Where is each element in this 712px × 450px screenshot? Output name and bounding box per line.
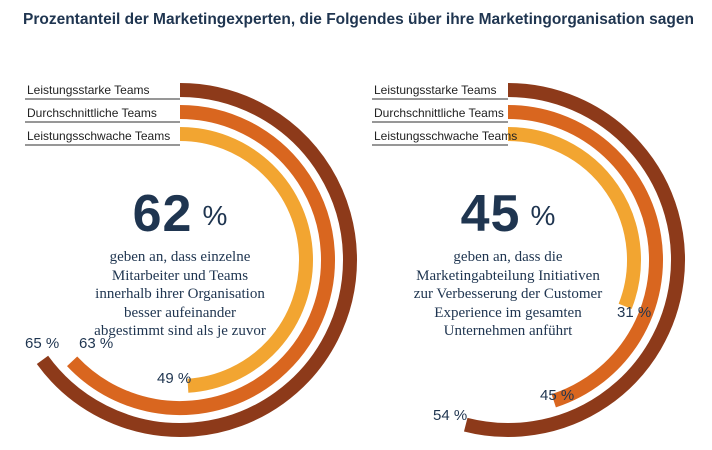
value-label: 49 % (157, 370, 191, 387)
radial-bar-arc (507, 105, 663, 408)
right-description-line: geben an, dass die (453, 249, 563, 265)
right-chart-center: 45% geben an, dass die Marketingabteilun… (384, 188, 632, 341)
legend-label: Leistungsstarke Teams (374, 83, 497, 97)
value-label: 63 % (79, 335, 113, 352)
right-description-line: Experience im gesamten (434, 304, 582, 321)
left-headline-number: 62 (132, 185, 193, 243)
left-description: geben an, dass einzelne Mitarbeiter und … (62, 248, 298, 341)
value-label: 45 % (540, 387, 574, 404)
left-description-line: abgestimmt sind als je zuvor (94, 323, 266, 339)
legend-label: Durchschnittliche Teams (27, 106, 157, 120)
right-headline-percent: % (530, 200, 556, 231)
chart-title: Prozentanteil der Marketingexperten, die… (23, 11, 694, 28)
radial-bar-arc (179, 127, 313, 393)
radial-bar-arc (36, 83, 357, 437)
left-headline-percent: % (202, 200, 228, 231)
legend-label: Leistungsstarke Teams (27, 83, 150, 97)
value-label: 31 % (617, 304, 651, 321)
radial-bar-arc (67, 105, 335, 415)
legend-label: Leistungsschwache Teams (27, 129, 170, 143)
left-chart-center: 62% geben an, dass einzelne Mitarbeiter … (62, 188, 298, 341)
right-description-line: Unternehmen anführt (443, 323, 573, 339)
radial-bar-arc (507, 127, 641, 309)
legend-label: Leistungsschwache Teams (374, 129, 517, 143)
value-label: 54 % (433, 407, 467, 424)
legend-label: Durchschnittliche Teams (374, 106, 504, 120)
radial-bar-arc (463, 83, 685, 437)
left-description-line: geben an, dass einzelne (109, 249, 251, 265)
right-description-line: Marketingabteilung Initiativen (416, 267, 600, 284)
right-description-line: zur Verbesserung der Customer (413, 286, 603, 302)
left-description-line: Mitarbeiter und Teams (111, 267, 249, 284)
left-description-line: innerhalb ihrer Organisation (95, 286, 265, 302)
right-headline-number: 45 (460, 185, 521, 243)
right-description: geben an, dass die Marketingabteilung In… (384, 248, 632, 341)
value-label: 65 % (25, 335, 59, 352)
left-description-line: besser aufeinander (123, 304, 237, 321)
